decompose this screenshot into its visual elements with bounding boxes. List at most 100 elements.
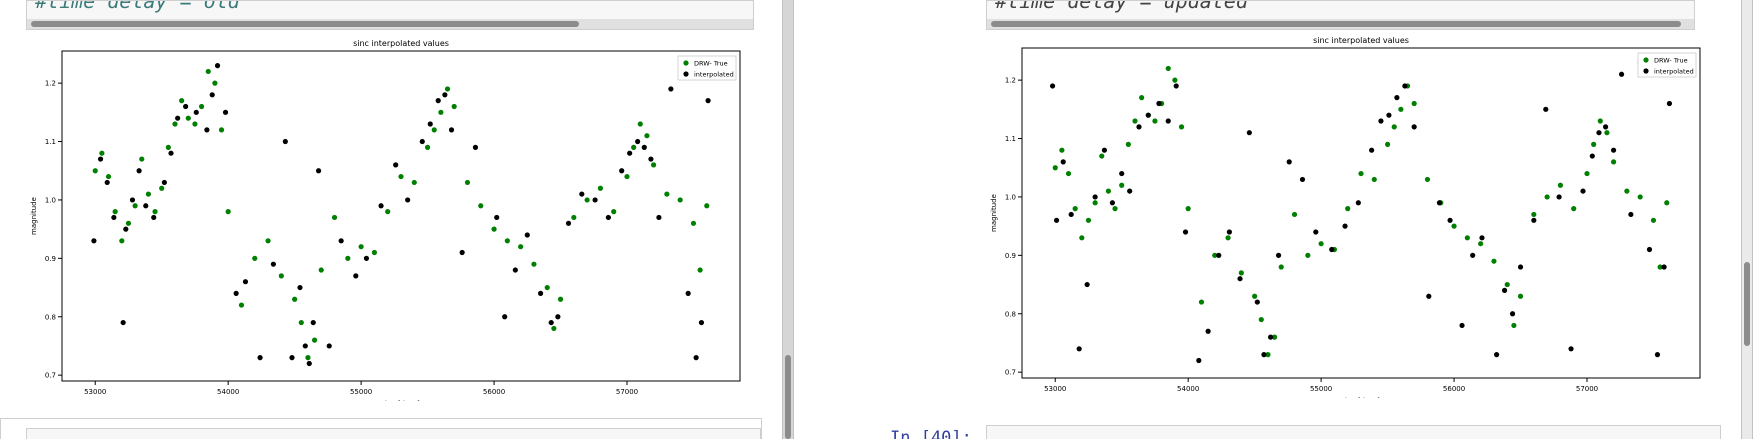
next-code-cell[interactable] — [26, 428, 761, 439]
true-point — [1358, 170, 1364, 177]
true-point — [1624, 188, 1630, 194]
code-cell[interactable]: #time delay = updated — [986, 0, 1695, 30]
interpolated-point — [1268, 334, 1274, 340]
true-point — [112, 209, 118, 215]
interpolated-point — [537, 290, 544, 296]
interpolated-point — [494, 214, 500, 221]
true-point — [1278, 264, 1284, 270]
true-point — [584, 197, 590, 203]
left-notebook-pane: #time delay = old 53000 54000 55000 56000 57… — [0, 0, 780, 439]
interpolated-point — [1109, 200, 1115, 206]
interpolated-point — [1494, 352, 1500, 358]
x-tick-label: 53000 — [84, 388, 106, 396]
x-tick-label: 56000 — [483, 388, 505, 396]
interpolated-point — [668, 86, 674, 92]
scrollbar-thumb[interactable] — [31, 21, 579, 27]
scatter-chart: 53000 54000 55000 56000 57000 0.7 0.8 0.9 1.0 1.1… — [0, 36, 780, 408]
true-point — [1152, 118, 1158, 124]
true-point — [431, 127, 437, 133]
legend-marker — [683, 71, 689, 77]
interpolated-point — [306, 360, 312, 367]
interpolated-point — [338, 238, 344, 244]
true-point — [152, 209, 158, 215]
true-point — [1085, 217, 1092, 223]
plot-frame — [1021, 47, 1701, 379]
true-point — [531, 261, 537, 267]
interpolated-point — [326, 343, 332, 349]
true-point — [631, 144, 637, 150]
true-point — [371, 249, 378, 256]
true-point — [1464, 235, 1470, 241]
true-point — [1212, 252, 1218, 258]
interpolated-point — [282, 138, 288, 145]
y-tick-label: 0.8 — [1005, 310, 1016, 318]
scrollbar-thumb[interactable] — [785, 355, 791, 439]
true-point — [597, 185, 604, 191]
true-point — [1391, 124, 1397, 130]
interpolated-point — [1246, 130, 1252, 136]
interpolated-point — [1596, 130, 1602, 136]
interpolated-point — [123, 226, 129, 232]
vertical-scrollbar[interactable] — [782, 0, 794, 439]
true-point — [1258, 316, 1264, 323]
interpolated-point — [459, 249, 465, 256]
interpolated-point — [1603, 124, 1609, 130]
interpolated-point — [97, 156, 104, 162]
interpolated-point — [1470, 252, 1476, 258]
interpolated-point — [1479, 235, 1485, 241]
true-point — [504, 238, 510, 244]
true-point — [1571, 206, 1577, 212]
scrollbar-thumb[interactable] — [991, 21, 1681, 27]
interpolated-point — [1226, 229, 1232, 235]
next-code-cell[interactable] — [986, 425, 1721, 439]
plot-frame — [61, 50, 741, 382]
interpolated-point — [1580, 188, 1586, 194]
chart-title: sinc interpolated values — [353, 39, 449, 48]
true-point — [1411, 100, 1417, 107]
interpolated-point — [656, 214, 662, 221]
legend-label: interpolated — [1654, 68, 1694, 76]
interpolated-point — [592, 197, 598, 203]
right-notebook-pane: #time delay = updated 53000 54000 55000 560… — [800, 0, 1753, 439]
scrollbar-thumb[interactable] — [1744, 262, 1750, 346]
true-point — [571, 214, 577, 221]
horizontal-scrollbar[interactable] — [987, 19, 1694, 29]
true-point — [212, 80, 218, 86]
y-axis-label: magnitude — [30, 197, 38, 235]
interpolated-point — [1049, 83, 1056, 89]
true-point — [1597, 118, 1603, 124]
horizontal-scrollbar[interactable] — [27, 19, 753, 29]
true-point — [172, 121, 178, 127]
x-tick-label: 57000 — [616, 388, 638, 396]
true-point — [345, 255, 351, 261]
x-tick-label: 54000 — [1177, 385, 1199, 393]
true-point — [1112, 206, 1118, 212]
interpolated-point — [378, 203, 384, 209]
true-point — [1318, 241, 1324, 247]
interpolated-point — [1661, 264, 1667, 270]
true-point — [551, 325, 557, 332]
y-tick-label: 1.1 — [1005, 135, 1016, 143]
interpolated-point — [442, 92, 448, 98]
true-point — [444, 86, 451, 92]
true-point — [139, 156, 145, 162]
y-tick-label: 1.0 — [45, 196, 56, 204]
interpolated-point — [1254, 299, 1260, 305]
legend-label: DRW- True — [694, 60, 728, 68]
vertical-scrollbar[interactable] — [1741, 0, 1753, 439]
interpolated-point — [353, 273, 359, 279]
true-point — [1557, 182, 1564, 188]
true-point — [1178, 124, 1185, 130]
code-cell[interactable]: #time delay = old — [26, 0, 754, 30]
true-point — [305, 355, 311, 361]
true-point — [1610, 159, 1617, 165]
interpolated-point — [1165, 118, 1171, 124]
interpolated-point — [1411, 124, 1417, 130]
true-point — [557, 296, 564, 302]
true-point — [205, 68, 211, 75]
true-point — [1052, 165, 1058, 171]
interpolated-point — [193, 109, 199, 115]
next-code-cell-outer — [0, 418, 762, 439]
interpolated-point — [129, 197, 136, 203]
true-point — [1384, 141, 1391, 147]
